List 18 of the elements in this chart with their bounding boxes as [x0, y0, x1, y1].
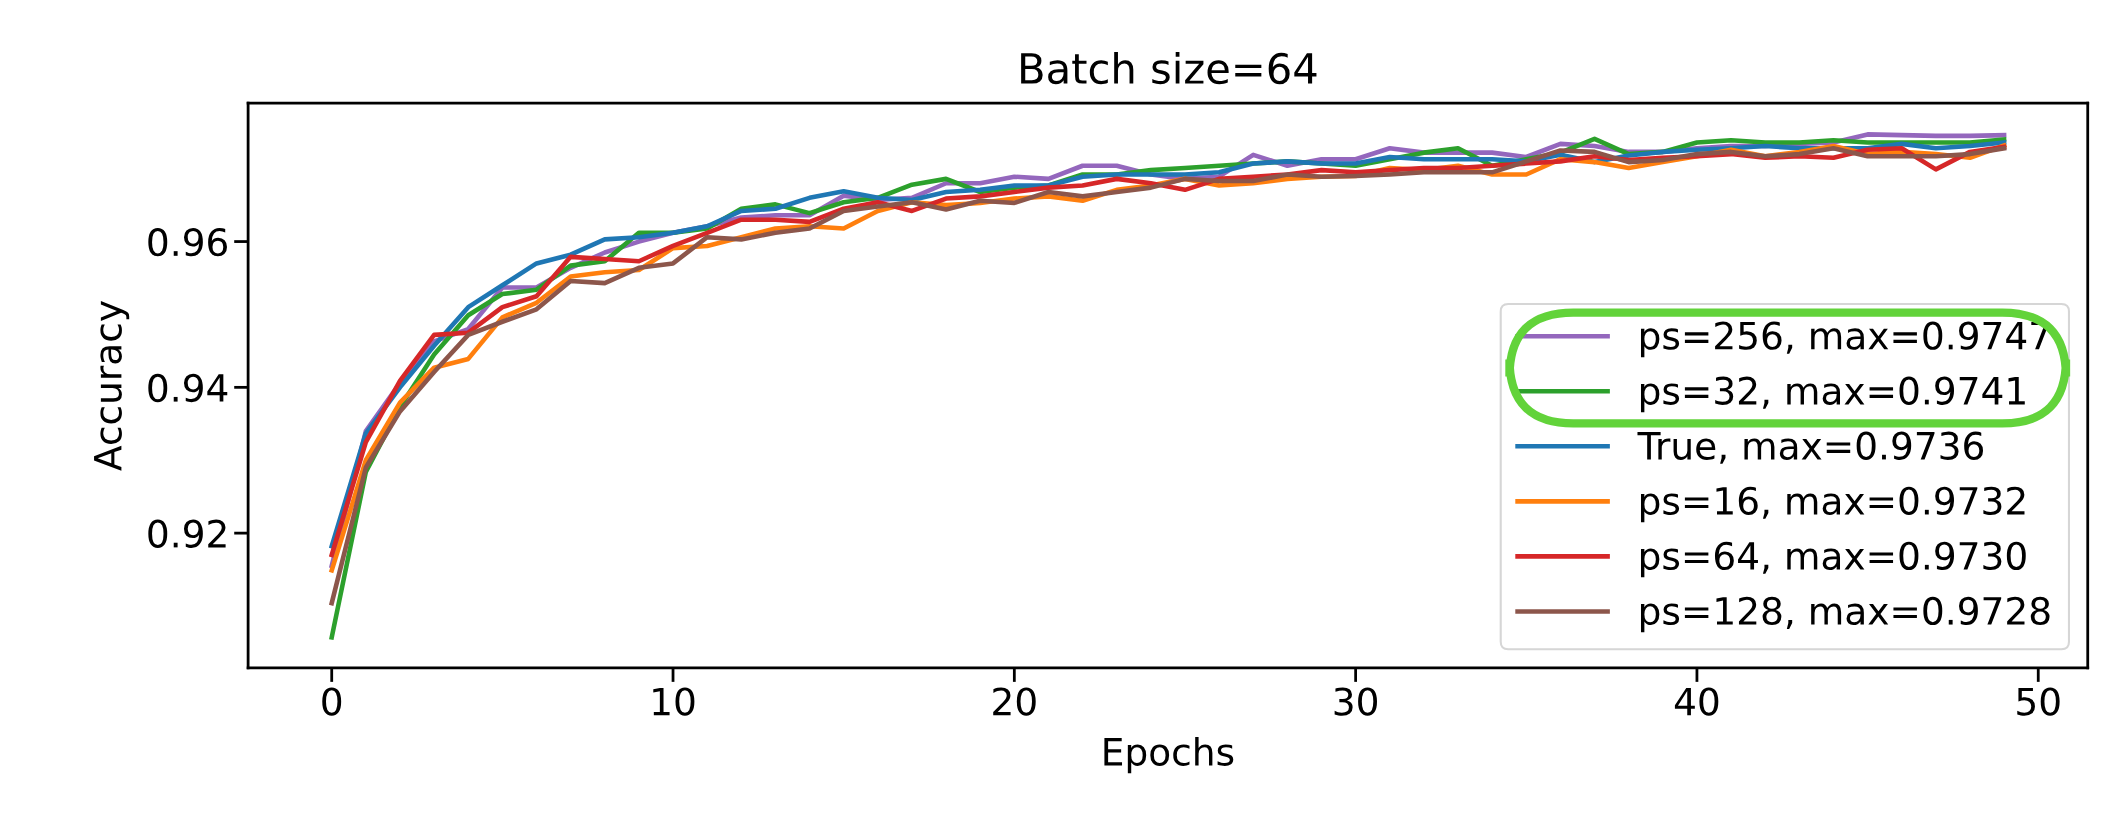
x-tick-label: 0	[322, 687, 342, 716]
x-tick-label: 10	[653, 687, 695, 716]
x-tick-label: 50	[2017, 687, 2060, 716]
legend-label: ps=128, max=0.9728	[1640, 596, 2050, 633]
y-axis-title: Accuracy	[94, 301, 130, 471]
legend-label: ps=256, max=0.9747	[1640, 321, 2049, 358]
x-tick-label: 40	[1674, 687, 1719, 716]
y-tick-label: 0.92	[148, 519, 226, 548]
y-tick-label: 0.96	[148, 227, 227, 257]
y-tick-label: 0.94	[148, 373, 228, 403]
x-tick-label: 20	[993, 687, 1036, 716]
x-axis-title: Epochs	[1104, 736, 1234, 774]
legend-label: True, max=0.9736	[1637, 431, 1984, 464]
x-tick-label: 30	[1334, 687, 1377, 716]
legend-label: ps=32, max=0.9741	[1640, 376, 2025, 413]
chart-title: Batch size=64	[1021, 51, 1317, 85]
legend-label: ps=64, max=0.9730	[1640, 541, 2026, 578]
legend-label: ps=16, max=0.9732	[1640, 486, 2025, 523]
